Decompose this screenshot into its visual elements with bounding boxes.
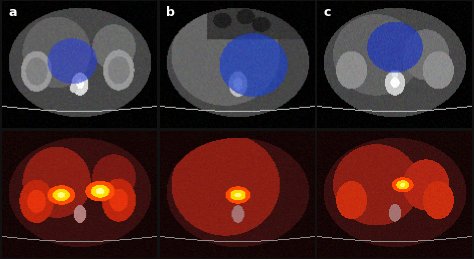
Text: c: c [323, 6, 331, 19]
Text: b: b [166, 6, 175, 19]
Text: a: a [9, 6, 17, 19]
